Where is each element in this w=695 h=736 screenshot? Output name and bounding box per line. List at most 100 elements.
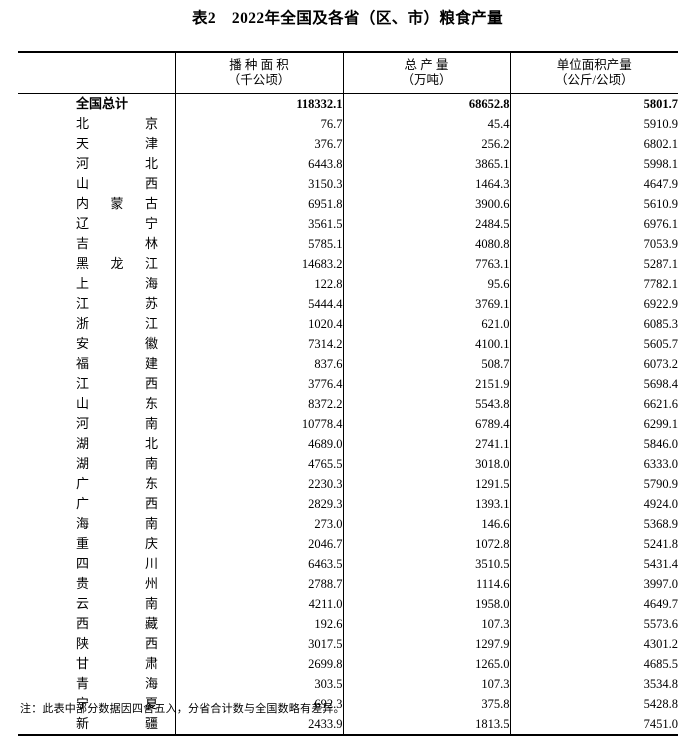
table-row: 江苏 5444.4 3769.1 6922.9 xyxy=(18,294,678,314)
row-region-name-label: 黑龙江 xyxy=(76,256,158,271)
row-region-name: 河北 xyxy=(18,154,175,174)
row-sown-area: 2046.7 xyxy=(174,534,343,554)
row-region-name-label: 安徽 xyxy=(76,336,158,351)
row-total-output: 68652.8 xyxy=(342,93,510,114)
row-total-output: 107.3 xyxy=(342,614,510,634)
row-region-name-label: 天津 xyxy=(76,136,158,151)
row-yield-per-area: 5287.1 xyxy=(509,254,678,274)
row-yield-per-area: 4301.2 xyxy=(509,634,678,654)
row-region-name: 青海 xyxy=(18,674,175,694)
row-yield-per-area: 5368.9 xyxy=(509,514,678,534)
row-sown-area: 692.3 xyxy=(174,694,343,714)
table-row: 全国总计 118332.1 68652.8 5801.7 xyxy=(18,93,678,115)
header-row: 播种面积 （千公顷） 总产量 （万吨） 单位面积产量 （公斤/公顷） xyxy=(18,51,678,94)
row-region-name-label: 福建 xyxy=(76,356,158,371)
row-region-name-label: 北京 xyxy=(76,116,158,131)
page-title: 表2 2022年全国及各省（区、市）粮食产量 xyxy=(191,10,504,27)
row-total-output: 3018.0 xyxy=(342,454,510,474)
row-yield-per-area: 5790.9 xyxy=(509,474,678,494)
row-total-output: 4080.8 xyxy=(342,234,510,254)
row-region-name: 新疆 xyxy=(18,714,175,736)
table-row: 陕西 3017.5 1297.9 4301.2 xyxy=(18,634,678,654)
row-region-name-label: 山东 xyxy=(76,396,158,411)
row-region-name-label: 新疆 xyxy=(76,716,158,731)
row-yield-per-area: 6085.3 xyxy=(509,314,678,334)
column-header-total-output: 总产量 （万吨） xyxy=(342,51,510,94)
row-region-name-label: 内蒙古 xyxy=(76,196,158,211)
row-region-name: 浙江 xyxy=(18,314,175,334)
row-region-name: 辽宁 xyxy=(18,214,175,234)
table-row: 安徽 7314.2 4100.1 5605.7 xyxy=(18,334,678,354)
row-region-name: 甘肃 xyxy=(18,654,175,674)
table-row: 山东 8372.2 5543.8 6621.6 xyxy=(18,394,678,414)
row-region-name-label: 贵州 xyxy=(76,576,158,591)
row-sown-area: 4765.5 xyxy=(174,454,343,474)
row-total-output: 1291.5 xyxy=(342,474,510,494)
row-region-name: 贵州 xyxy=(18,574,175,594)
row-yield-per-area: 5998.1 xyxy=(509,154,678,174)
row-total-output: 1958.0 xyxy=(342,594,510,614)
row-region-name-label: 山西 xyxy=(76,176,158,191)
table-footnote: 注：此表中部分数据因四舍五入，分省合计数与全国数略有差异。 xyxy=(20,703,345,715)
row-yield-per-area: 6073.2 xyxy=(509,354,678,374)
row-region-name-label: 宁夏 xyxy=(76,696,158,711)
row-yield-per-area: 6976.1 xyxy=(509,214,678,234)
row-yield-per-area: 7451.0 xyxy=(509,714,678,736)
row-total-output: 1297.9 xyxy=(342,634,510,654)
table-body: 全国总计 118332.1 68652.8 5801.7 北京 76.7 45.4 5910.… xyxy=(18,93,678,736)
row-region-name: 上海 xyxy=(18,274,175,294)
row-sown-area: 122.8 xyxy=(174,274,343,294)
row-yield-per-area: 5573.6 xyxy=(509,614,678,634)
table-row: 宁夏 692.3 375.8 5428.8 xyxy=(18,694,678,714)
grain-output-table: 播种面积 （千公顷） 总产量 （万吨） 单位面积产量 （公斤/公顷） 全国总计 1… xyxy=(18,51,678,736)
table-row: 湖北 4689.0 2741.1 5846.0 xyxy=(18,434,678,454)
row-yield-per-area: 5605.7 xyxy=(509,334,678,354)
table-row: 广东 2230.3 1291.5 5790.9 xyxy=(18,474,678,494)
table-row: 浙江 1020.4 621.0 6085.3 xyxy=(18,314,678,334)
table-row: 新疆 2433.9 1813.5 7451.0 xyxy=(18,714,678,736)
row-region-name-label: 西藏 xyxy=(76,616,158,631)
row-yield-per-area: 6299.1 xyxy=(509,414,678,434)
row-sown-area: 8372.2 xyxy=(174,394,343,414)
row-sown-area: 10778.4 xyxy=(174,414,343,434)
row-sown-area: 2433.9 xyxy=(174,714,343,736)
row-sown-area: 14683.2 xyxy=(174,254,343,274)
row-sown-area: 3017.5 xyxy=(174,634,343,654)
row-yield-per-area: 6922.9 xyxy=(509,294,678,314)
table-row: 四川 6463.5 3510.5 5431.4 xyxy=(18,554,678,574)
row-region-name-label: 浙江 xyxy=(76,316,158,331)
column-header-region xyxy=(18,51,175,94)
row-total-output: 1464.3 xyxy=(342,174,510,194)
row-sown-area: 192.6 xyxy=(174,614,343,634)
row-region-name: 宁夏 xyxy=(18,694,175,714)
row-region-name-label: 全国总计 xyxy=(76,96,129,111)
table-row: 北京 76.7 45.4 5910.9 xyxy=(18,114,678,134)
row-yield-per-area: 5801.7 xyxy=(509,93,678,114)
table-row: 青海 303.5 107.3 3534.8 xyxy=(18,674,678,694)
row-total-output: 5543.8 xyxy=(342,394,510,414)
table-row: 吉林 5785.1 4080.8 7053.9 xyxy=(18,234,678,254)
row-yield-per-area: 5846.0 xyxy=(509,434,678,454)
row-total-output: 6789.4 xyxy=(342,414,510,434)
row-region-name-label: 上海 xyxy=(76,276,158,291)
row-region-name: 吉林 xyxy=(18,234,175,254)
table-row: 贵州 2788.7 1114.6 3997.0 xyxy=(18,574,678,594)
row-region-name: 安徽 xyxy=(18,334,175,354)
row-sown-area: 376.7 xyxy=(174,134,343,154)
row-region-name-label: 四川 xyxy=(76,556,158,571)
row-total-output: 1114.6 xyxy=(342,574,510,594)
table-row: 西藏 192.6 107.3 5573.6 xyxy=(18,614,678,634)
row-yield-per-area: 5610.9 xyxy=(509,194,678,214)
table-row: 云南 4211.0 1958.0 4649.7 xyxy=(18,594,678,614)
row-region-name: 云南 xyxy=(18,594,175,614)
table-row: 甘肃 2699.8 1265.0 4685.5 xyxy=(18,654,678,674)
row-sown-area: 273.0 xyxy=(174,514,343,534)
table-row: 山西 3150.3 1464.3 4647.9 xyxy=(18,174,678,194)
row-total-output: 3769.1 xyxy=(342,294,510,314)
row-region-name: 全国总计 xyxy=(18,94,175,115)
row-sown-area: 4211.0 xyxy=(174,594,343,614)
row-region-name-label: 广西 xyxy=(76,496,158,511)
row-region-name: 山西 xyxy=(18,174,175,194)
row-sown-area: 76.7 xyxy=(174,114,343,134)
row-total-output: 3900.6 xyxy=(342,194,510,214)
